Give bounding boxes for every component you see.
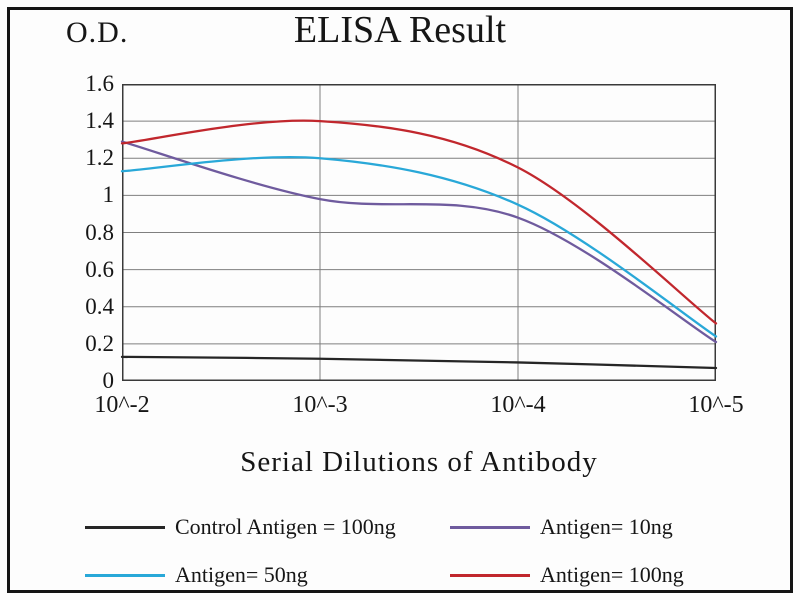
y-tick-label: 1.2: [85, 145, 114, 171]
x-axis-title: Serial Dilutions of Antibody: [240, 446, 598, 478]
y-tick-label: 0.8: [85, 219, 114, 245]
legend-label: Antigen= 100ng: [540, 562, 684, 587]
legend-item: Antigen= 100ng: [450, 560, 684, 590]
legend-item: Control Antigen = 100ng: [85, 512, 396, 542]
series-line-control-antigen-100ng: [120, 355, 718, 370]
chart-title: ELISA Result: [293, 9, 507, 51]
legend-label: Control Antigen = 100ng: [175, 514, 396, 539]
legend-label: Antigen= 10ng: [540, 514, 673, 539]
legend-line-sample: [85, 573, 165, 577]
plot-border: [122, 84, 716, 381]
y-tick-label: 1.4: [85, 108, 114, 134]
legend-item: Antigen= 50ng: [85, 560, 308, 590]
y-tick-label: 0.4: [85, 293, 114, 319]
x-axis-tick-labels: 10^-2 10^-3 10^-4 10^-5: [94, 392, 743, 422]
series-line-antigen-10ng: [120, 140, 718, 344]
y-tick-label: 1.6: [85, 71, 114, 96]
y-tick-label: 1: [102, 182, 115, 208]
legend-line-sample: [450, 573, 530, 577]
plot-area: [120, 84, 718, 381]
y-axis-title: O.D.: [66, 16, 129, 49]
legend-item: Antigen= 10ng: [450, 512, 673, 542]
x-tick-label: 10^-5: [688, 392, 744, 418]
series-line-antigen-50ng: [120, 155, 718, 338]
y-tick-label: 0: [102, 368, 115, 393]
x-tick-label: 10^-2: [94, 392, 150, 418]
series-line-antigen-100ng: [120, 119, 718, 325]
y-axis-tick-labels: 1.6 1.4 1.2 1 0.8 0.6 0.4 0.2 0: [40, 71, 115, 393]
x-tick-label: 10^-3: [292, 392, 348, 418]
legend-label: Antigen= 50ng: [175, 562, 308, 587]
y-tick-label: 0.6: [85, 256, 114, 282]
legend-line-sample: [450, 525, 530, 529]
y-tick-label: 0.2: [85, 330, 114, 356]
legend-line-sample: [85, 525, 165, 529]
legend: Control Antigen = 100ng Antigen= 10ng Anti…: [0, 512, 800, 600]
x-tick-label: 10^-4: [490, 392, 546, 418]
